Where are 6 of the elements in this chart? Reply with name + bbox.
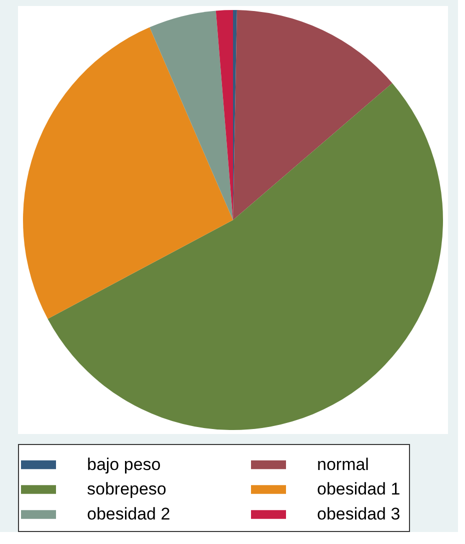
legend-label: obesidad 1 [317, 480, 400, 498]
legend-label: obesidad 2 [87, 504, 170, 524]
legend-label: obesidad 3 [317, 504, 400, 524]
legend-label: normal [317, 454, 369, 474]
legend-label: bajo peso [87, 454, 161, 474]
legend-label: sobrepeso [87, 480, 166, 498]
